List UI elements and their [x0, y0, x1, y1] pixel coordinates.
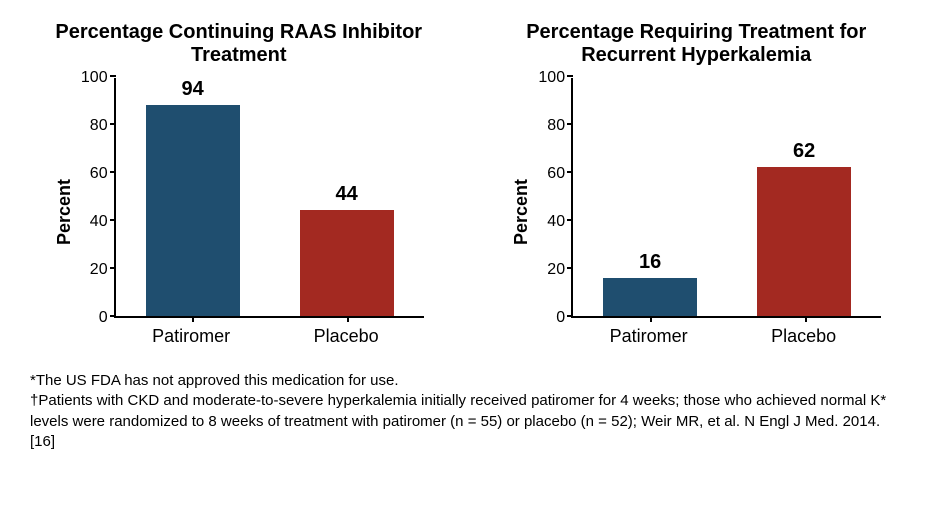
bar [300, 210, 394, 316]
chart-title: Percentage Continuing RAAS Inhibitor Tre… [30, 20, 448, 68]
y-tickmark [567, 171, 573, 173]
bar-value-label: 16 [639, 251, 661, 274]
chart-body: Percent1008060402001662PatiromerPlacebo [511, 78, 881, 347]
bar-slot: 44 [270, 78, 424, 316]
y-tickmark [110, 123, 116, 125]
chart-panel-raas: Percentage Continuing RAAS Inhibitor Tre… [30, 20, 448, 347]
x-label: Placebo [269, 326, 424, 347]
x-tickmark [650, 316, 652, 322]
x-label: Patiromer [114, 326, 269, 347]
y-tickmark [110, 75, 116, 77]
bar-slot: 94 [116, 78, 270, 316]
y-tickmark [110, 219, 116, 221]
y-axis: 100806040200 [81, 78, 114, 318]
y-axis-label: Percent [511, 179, 532, 245]
x-tickmark [347, 316, 349, 322]
bar [757, 167, 851, 316]
x-label: Placebo [726, 326, 881, 347]
y-axis-label: Percent [54, 179, 75, 245]
bar-value-label: 94 [181, 78, 203, 101]
footnote-line: †Patients with CKD and moderate-to-sever… [30, 391, 905, 452]
x-tickmark [192, 316, 194, 322]
x-axis-labels: PatiromerPlacebo [114, 326, 424, 347]
plot-area: 1662 [571, 78, 881, 318]
y-tickmark [110, 267, 116, 269]
chart-title: Percentage Requiring Treatment for Recur… [488, 20, 906, 68]
y-tickmark [110, 315, 116, 317]
y-tickmark [567, 315, 573, 317]
footnotes: *The US FDA has not approved this medica… [30, 371, 905, 452]
chart-panel-hyperk: Percentage Requiring Treatment for Recur… [488, 20, 906, 347]
y-tickmark [567, 123, 573, 125]
y-tickmark [567, 75, 573, 77]
footnote-line: *The US FDA has not approved this medica… [30, 371, 905, 391]
plot-wrap: 1662PatiromerPlacebo [571, 78, 881, 347]
plot-area: 94 44 [114, 78, 424, 318]
x-label: Patiromer [571, 326, 726, 347]
bar-value-label: 62 [793, 140, 815, 163]
plot-wrap: 94 44 PatiromerPlacebo [114, 78, 424, 347]
bar-value-label: 44 [335, 183, 357, 206]
bar-slot: 62 [727, 78, 881, 316]
x-tickmark [805, 316, 807, 322]
bar-slot: 16 [573, 78, 727, 316]
charts-row: Percentage Continuing RAAS Inhibitor Tre… [30, 20, 905, 347]
x-axis-labels: PatiromerPlacebo [571, 326, 881, 347]
y-tickmark [567, 267, 573, 269]
y-tickmark [110, 171, 116, 173]
chart-body: Percent 100806040200 94 44 PatiromerPlacebo [54, 78, 424, 347]
bar [146, 105, 240, 316]
y-tickmark [567, 219, 573, 221]
y-axis: 100806040200 [538, 78, 571, 318]
bar [603, 278, 697, 316]
